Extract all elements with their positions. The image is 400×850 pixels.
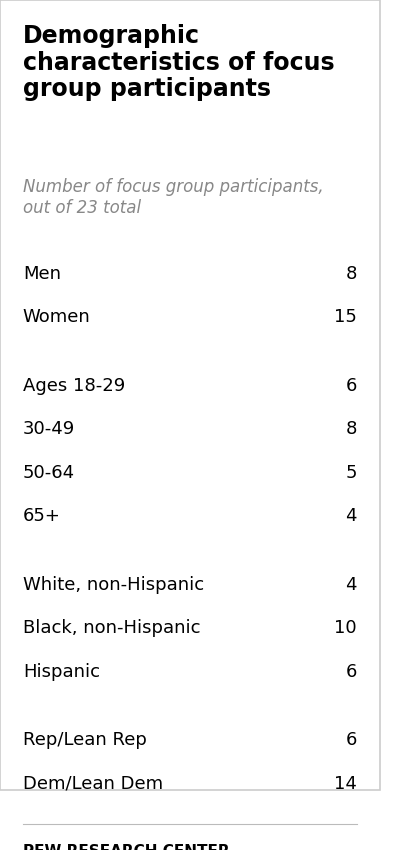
Text: Men: Men	[23, 264, 61, 282]
Text: 10: 10	[334, 620, 357, 638]
Text: 4: 4	[346, 507, 357, 525]
Text: Dem/Lean Dem: Dem/Lean Dem	[23, 775, 163, 793]
Text: Black, non-Hispanic: Black, non-Hispanic	[23, 620, 200, 638]
Text: White, non-Hispanic: White, non-Hispanic	[23, 575, 204, 594]
Text: PEW RESEARCH CENTER: PEW RESEARCH CENTER	[23, 844, 230, 850]
Text: 15: 15	[334, 308, 357, 326]
Text: 4: 4	[346, 575, 357, 594]
Text: 14: 14	[334, 775, 357, 793]
Text: 5: 5	[346, 463, 357, 482]
Text: 30-49: 30-49	[23, 420, 75, 439]
Text: 50-64: 50-64	[23, 463, 75, 482]
Text: Rep/Lean Rep: Rep/Lean Rep	[23, 731, 147, 750]
Text: 65+: 65+	[23, 507, 61, 525]
Text: Number of focus group participants,
out of 23 total: Number of focus group participants, out …	[23, 178, 324, 217]
Text: Hispanic: Hispanic	[23, 663, 100, 681]
Text: Demographic
characteristics of focus
group participants: Demographic characteristics of focus gro…	[23, 24, 334, 101]
Text: 8: 8	[346, 420, 357, 439]
Text: Women: Women	[23, 308, 90, 326]
Text: Ages 18-29: Ages 18-29	[23, 377, 125, 394]
Text: 6: 6	[346, 731, 357, 750]
Text: 8: 8	[346, 264, 357, 282]
Text: 6: 6	[346, 663, 357, 681]
Text: 6: 6	[346, 377, 357, 394]
